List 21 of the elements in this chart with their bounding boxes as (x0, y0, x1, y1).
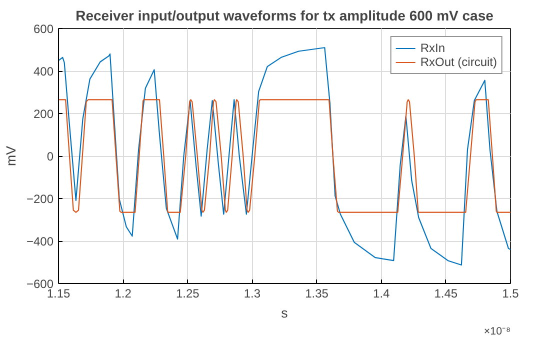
legend-label: RxIn (420, 41, 446, 55)
chart-title: Receiver input/output waveforms for tx amplitude 600 mV case (76, 8, 494, 24)
x-tick-label: 1.45 (434, 286, 458, 300)
y-tick-label: −200 (26, 192, 54, 206)
y-tick-label: 400 (33, 64, 54, 78)
y-tick-label: 200 (33, 107, 54, 121)
y-axis-title: mV (3, 146, 18, 166)
legend-label: RxOut (circuit) (420, 55, 497, 69)
x-axis-title: s (281, 306, 288, 320)
x-tick-label: 1.15 (46, 286, 71, 300)
y-tick-label: −400 (26, 234, 54, 248)
x-tick-label: 1.2 (114, 286, 132, 300)
x-tick-label: 1.5 (502, 286, 520, 300)
x-tick-label: 1.3 (244, 286, 261, 300)
x-tick-label: 1.35 (305, 286, 329, 300)
x-tick-label: 1.4 (373, 286, 390, 300)
line-series (58, 99, 510, 213)
y-tick-label: 0 (46, 150, 54, 164)
text: ×10⁻⁸ (484, 326, 511, 337)
x-tick-label: 1.25 (176, 286, 200, 300)
y-tick-label: 600 (33, 22, 54, 36)
